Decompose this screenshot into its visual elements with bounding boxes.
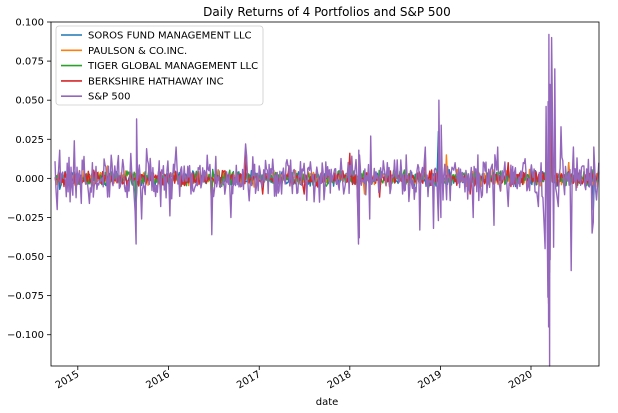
legend-label: BERKSHIRE HATHAWAY INC [88, 76, 224, 87]
legend-label: PAULSON & CO.INC. [88, 46, 187, 57]
legend-box [55, 25, 264, 106]
y-axis: 0.100 0.075 0.050 0.025 0.000 −0.025 −0.050 −0.… [7, 18, 51, 341]
y-tick-label: −0.025 [7, 213, 44, 224]
y-tick-label: −0.075 [7, 291, 44, 302]
plot-area [54, 33, 600, 367]
y-tick-label: 0.100 [15, 18, 44, 29]
legend-label: TIGER GLOBAL MANAGEMENT LLC [87, 61, 258, 72]
y-tick-label: −0.050 [7, 252, 44, 263]
y-tick-label: 0.050 [15, 96, 44, 107]
legend: SOROS FUND MANAGEMENT LLC PAULSON & CO.IN… [55, 25, 264, 106]
y-tick-label: 0.000 [15, 174, 44, 185]
chart-title: Daily Returns of 4 Portfolios and S&P 50… [203, 5, 451, 19]
legend-label: SOROS FUND MANAGEMENT LLC [88, 31, 252, 42]
plot-frame [50, 21, 600, 367]
legend-label: S&P 500 [88, 92, 130, 103]
y-tick-label: 0.075 [15, 57, 44, 68]
y-tick-label: −0.100 [7, 330, 44, 341]
series-line-s-p-500 [54, 33, 600, 367]
x-axis-label: date [316, 397, 339, 408]
y-tick-label: 0.025 [15, 135, 44, 146]
